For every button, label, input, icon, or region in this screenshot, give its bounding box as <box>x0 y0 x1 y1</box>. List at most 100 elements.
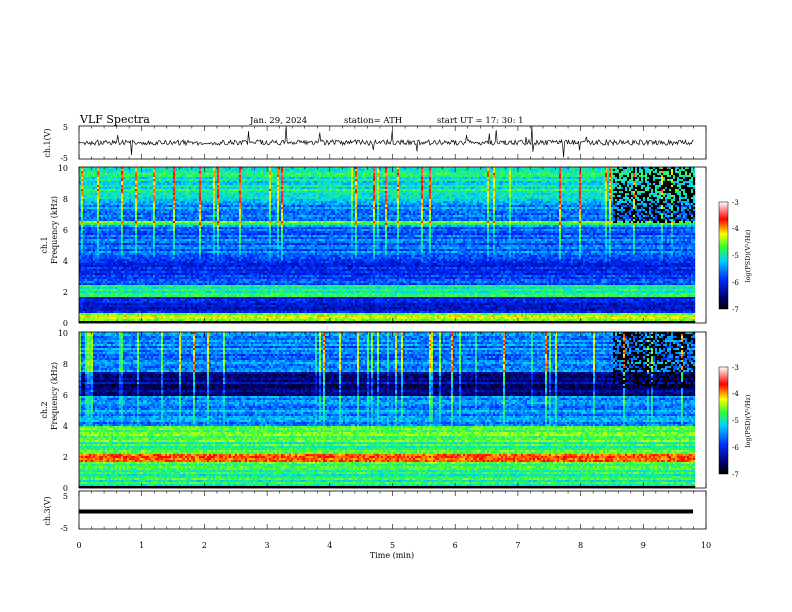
ch1-spectrogram-cell <box>121 261 123 263</box>
ch1-spectrogram-cell <box>125 185 127 187</box>
ch1-spectrogram-cell <box>121 283 123 285</box>
ch1-spectrogram-cell <box>117 211 119 213</box>
ch1-spectrogram-cell <box>119 261 121 263</box>
ch1-spectrogram-cell <box>99 269 101 271</box>
ch1-spectrogram-cell <box>89 249 91 251</box>
ch1-spectrogram-cell <box>113 217 115 219</box>
ch1-spectrogram-cell <box>131 223 133 225</box>
ch1-spectrogram-cell <box>125 317 127 319</box>
ch1-spectrogram-cell <box>133 319 135 321</box>
ch1-spectrogram-cell <box>93 173 95 175</box>
ch1-spectrogram-cell <box>125 171 127 173</box>
ch1-spectrogram-cell <box>91 197 93 199</box>
ch1-spectrogram-cell <box>87 261 89 263</box>
ch1-spectrogram-cell <box>107 243 109 245</box>
ch1-spectrogram-cell <box>91 271 93 273</box>
ch1-spectrogram-cell <box>107 219 109 221</box>
ch1-spectrogram-cell <box>117 261 119 263</box>
ch1-spectrogram-cell <box>123 317 125 319</box>
ch1-spectrogram-cell <box>127 261 129 263</box>
ch1-spectrogram-cell <box>121 237 123 239</box>
ch1-spectrogram-cell <box>99 181 101 183</box>
ch1-spectrogram-cell <box>81 169 83 171</box>
ch1-spectrogram-cell <box>81 215 83 217</box>
ch1-spectrogram-cell <box>131 239 133 241</box>
ch1-spectrogram-cell <box>103 273 105 275</box>
ch1-spectrogram-cell <box>113 179 115 181</box>
ch1-spectrogram-cell <box>113 299 115 301</box>
ch1-spectrogram-cell <box>95 187 97 189</box>
ch1-spectrogram-cell <box>125 297 127 299</box>
ch1-spectrogram-cell <box>89 211 91 213</box>
ch1-spectrogram-cell <box>121 227 123 229</box>
ch1-spectrogram-cell <box>129 213 131 215</box>
ch1-spectrogram-cell <box>115 233 117 235</box>
ch1-spectrogram-cell <box>81 295 83 297</box>
ch1-spectrogram-cell <box>81 173 83 175</box>
ch1-spectrogram-cell <box>115 221 117 223</box>
ch1-spectrogram-cell <box>89 273 91 275</box>
ch1-spectrogram-cell <box>93 247 95 249</box>
ch1-spectrogram-cell <box>129 173 131 175</box>
ch1-spectrogram-cell <box>109 319 111 321</box>
ch1-spectrogram-cell <box>113 223 115 225</box>
ch1-spectrogram-cell <box>81 191 83 193</box>
ch1-spectrogram-cell <box>123 195 125 197</box>
ch1-spectrogram-cell <box>81 267 83 269</box>
ch1-spectrogram-cell <box>103 249 105 251</box>
ch1-spectrogram-cell <box>117 291 119 293</box>
ch1-spectrogram-cell <box>85 207 87 209</box>
ch1-spectrogram-cell <box>99 263 101 265</box>
ch1-spectrogram-cell <box>127 213 129 215</box>
ch1-spectrogram-cell <box>131 249 133 251</box>
ch1-spectrogram-cell <box>113 235 115 237</box>
ch1-spectrogram-cell <box>129 189 131 191</box>
ch1-spectrogram-cell <box>115 199 117 201</box>
ch1-spectrogram-cell <box>127 275 129 277</box>
ch1-spectrogram-cell <box>117 249 119 251</box>
ch1-spectrogram-cell <box>127 287 129 289</box>
ch1-spectrogram-cell <box>113 239 115 241</box>
ch1-spectrogram-cell <box>103 193 105 195</box>
ch1-spectrogram-cell <box>103 285 105 287</box>
ch1-spectrogram-cell <box>123 291 125 293</box>
ch1-spectrogram-cell <box>121 281 123 283</box>
ch1-spectrogram-cell <box>135 169 137 171</box>
ch1-spectrogram-cell <box>119 315 121 317</box>
ch1-spectrogram-cell <box>97 239 99 241</box>
ch1-spectrogram-cell <box>109 263 111 265</box>
ch1-spectrogram-cell <box>97 185 99 187</box>
ch1-spectrogram-cell <box>97 257 99 259</box>
ch1-spectrogram-cell <box>121 267 123 269</box>
ch1-spectrogram-cell <box>85 297 87 299</box>
ch1-spectrogram-cell <box>125 313 127 315</box>
ch1-spectrogram-cell <box>91 199 93 201</box>
ch1-spectrogram-cell <box>89 183 91 185</box>
ch1-spectrogram-cell <box>105 279 107 281</box>
ch1-spectrogram-cell <box>125 247 127 249</box>
ch1-spectrogram-cell <box>121 277 123 279</box>
ch1-spectrogram-cell <box>93 243 95 245</box>
ch1-spectrogram-cell <box>119 273 121 275</box>
ch1-spectrogram-cell <box>91 299 93 301</box>
ch1-spectrogram-cell <box>91 303 93 305</box>
ch1-spectrogram-cell <box>97 305 99 307</box>
ch1-spectrogram-cell <box>83 279 85 281</box>
ch1-spectrogram-cell <box>109 175 111 177</box>
ch1-spectrogram-cell <box>95 273 97 275</box>
ch1-spectrogram-cell <box>97 209 99 211</box>
ch1-spectrogram-cell <box>107 293 109 295</box>
ch1-spectrogram-cell <box>95 217 97 219</box>
ch1-spectrogram-cell <box>105 273 107 275</box>
ch1-spectrogram-cell <box>131 309 133 311</box>
ch1-spectrogram-cell <box>105 271 107 273</box>
ch1-spectrogram-cell <box>121 205 123 207</box>
ch1-spectrogram-cell <box>123 225 125 227</box>
ch1-spectrogram-cell <box>113 279 115 281</box>
ch1-spectrogram-cell <box>81 205 83 207</box>
ch1-spectrogram-cell <box>123 301 125 303</box>
ch1-spectrogram-cell <box>131 197 133 199</box>
ch1-spectrogram-cell <box>105 231 107 233</box>
ch1-spectrogram-cell <box>117 189 119 191</box>
ch1-spectrogram-cell <box>89 179 91 181</box>
